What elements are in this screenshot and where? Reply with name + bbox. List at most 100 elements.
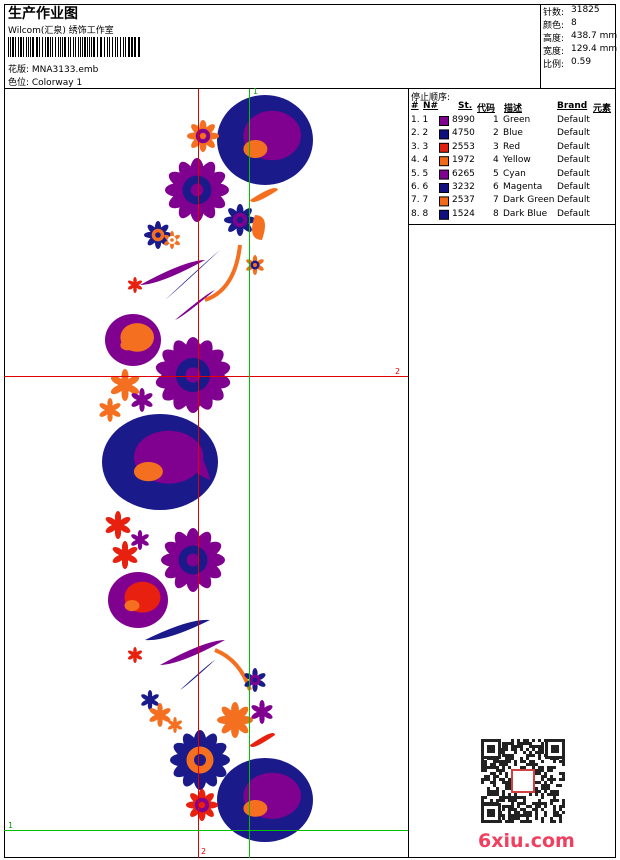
qr-cell <box>493 793 496 796</box>
qr-cell <box>517 745 520 748</box>
row-brand: Default <box>557 182 590 192</box>
bar <box>89 37 90 57</box>
petal <box>139 397 145 403</box>
qr-cell <box>562 772 565 775</box>
qr-cell <box>553 811 556 814</box>
qr-cell <box>526 763 529 766</box>
watermark: 6xiu.com <box>478 830 575 852</box>
row-stitches: 1524 <box>452 208 475 219</box>
qr-cell <box>493 772 496 775</box>
qr-cell <box>505 796 508 799</box>
qr-cell <box>559 814 562 817</box>
qr-cell <box>511 805 514 808</box>
row-desc: Dark Green <box>503 195 555 206</box>
bloom <box>124 600 140 612</box>
qr-cell <box>511 748 514 751</box>
row-brand: Default <box>557 128 590 139</box>
flower <box>99 398 121 422</box>
qr-cell <box>553 766 556 769</box>
bar <box>107 37 108 57</box>
qr-cell <box>550 820 553 823</box>
qr-cell <box>544 772 547 775</box>
qr-cell <box>544 802 547 805</box>
flower <box>170 730 230 790</box>
qr-cell <box>505 763 508 766</box>
qr-cell <box>508 820 511 823</box>
color-swatch <box>439 156 449 167</box>
qr-cell <box>529 742 532 745</box>
petal <box>157 712 163 718</box>
qr-cell <box>559 760 562 763</box>
qr-cell <box>511 802 514 805</box>
stat-label: 比例: <box>543 60 565 70</box>
qr-cell <box>541 751 544 754</box>
qr-cell <box>526 739 529 742</box>
qr-cell <box>505 754 508 757</box>
qr-cell <box>496 760 499 763</box>
qr-cell <box>553 805 556 808</box>
petal <box>236 216 244 224</box>
stem <box>214 648 252 691</box>
qr-cell <box>508 781 511 784</box>
qr-cell <box>502 805 505 808</box>
qr-cell <box>538 751 541 754</box>
qr-cell <box>541 802 544 805</box>
row-code: 8 <box>493 208 499 219</box>
qr-cell <box>502 745 505 748</box>
qr-cell <box>508 784 511 787</box>
qr-cell <box>544 814 547 817</box>
qr-cell <box>562 805 565 808</box>
qr-cell <box>541 817 544 820</box>
qr-cell <box>505 745 508 748</box>
qr-cell <box>505 820 508 823</box>
petal <box>170 238 174 242</box>
row-code: 4 <box>493 155 499 166</box>
qr-cell <box>523 802 526 805</box>
qr-cell <box>520 745 523 748</box>
stat-label: 针数: <box>543 8 565 18</box>
qr-cell <box>508 793 511 796</box>
border <box>4 4 616 858</box>
row-desc: Cyan <box>503 168 526 179</box>
qr-cell <box>481 760 484 763</box>
qr-cell <box>538 769 541 772</box>
qr-cell <box>508 778 511 781</box>
bar <box>58 37 59 57</box>
petal <box>198 801 206 809</box>
qr-cell <box>508 757 511 760</box>
qr-cell <box>520 766 523 769</box>
qr-cell <box>532 748 535 751</box>
qr-cell <box>538 781 541 784</box>
qr-cell <box>556 799 559 802</box>
color-swatch <box>439 209 449 220</box>
leaf <box>180 660 215 690</box>
qr-cell <box>499 760 502 763</box>
qr-cell <box>499 799 502 802</box>
guide-label: 1 <box>253 87 259 96</box>
qr-cell <box>490 781 493 784</box>
table-title: 停止顺序: <box>411 93 451 103</box>
qr-cell <box>523 751 526 754</box>
subtitle: Wilcom(汇泉) 绣饰工作室 <box>8 26 114 36</box>
qr-cell <box>559 784 562 787</box>
row-desc: Blue <box>503 128 523 139</box>
bloom <box>120 340 135 351</box>
qr-cell <box>505 742 508 745</box>
qr-cell <box>517 805 520 808</box>
qr-cell <box>502 748 505 751</box>
qr-cell <box>490 799 493 802</box>
qr-cell <box>544 811 547 814</box>
qr-cell <box>538 757 541 760</box>
qr-cell <box>532 739 535 742</box>
flower <box>141 690 159 710</box>
qr-cell <box>541 808 544 811</box>
bar <box>47 37 49 57</box>
qr-cell <box>493 781 496 784</box>
row-brand: Default <box>557 168 590 179</box>
qr-cell <box>535 781 538 784</box>
qr-cell <box>484 760 487 763</box>
qr-cell <box>532 766 535 769</box>
color-swatch <box>439 196 449 207</box>
row-index: 3. 3 <box>411 141 429 152</box>
qr-cell <box>547 778 550 781</box>
